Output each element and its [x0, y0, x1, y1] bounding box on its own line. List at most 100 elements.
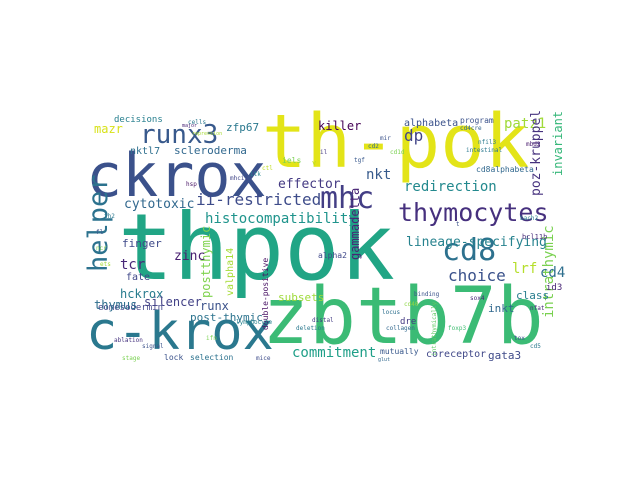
word-ckrox: ckrox: [86, 141, 267, 211]
word-mhcii: mhcii: [230, 175, 249, 182]
word-silencer: silencer: [144, 295, 202, 309]
word-dre: dre: [400, 317, 417, 327]
word-valpha14: valpha14: [225, 247, 236, 296]
word-ifn: ifn: [206, 335, 217, 342]
word-bcl11b: bcl11b: [522, 233, 548, 241]
word-th-pok: th-pok: [262, 99, 530, 185]
word-redirection: redirection: [404, 179, 497, 195]
word-mbd2: mbd2: [526, 141, 541, 148]
word-ablation: ablation: [114, 337, 143, 344]
word-runx: runx: [200, 299, 229, 313]
word-ncr: ncr: [96, 245, 107, 252]
word-ctl: ctl: [262, 165, 273, 172]
word-binding: binding: [414, 291, 440, 298]
word-t: t: [456, 221, 460, 228]
word-distal: distal: [312, 317, 334, 324]
word-program: program: [460, 116, 494, 125]
word-subsets: subsets: [278, 291, 325, 304]
word-hsp: hsp: [186, 181, 197, 188]
word-lrf: lrf: [512, 261, 538, 277]
word-tgf: tgf: [354, 157, 365, 164]
word-bach2: bach2: [520, 215, 539, 222]
word-mir: mir: [380, 135, 391, 142]
word-effector: effector: [278, 177, 341, 192]
word-coreceptor: coreceptor: [426, 349, 487, 360]
word-lock: lock: [164, 353, 184, 362]
word-poz-kruppel: poz-kruppel: [529, 109, 544, 196]
word-commitment: commitment: [292, 345, 377, 361]
word-cd1d: cd1d: [390, 149, 405, 156]
word-thymus: thymus: [94, 298, 138, 312]
word-id3: id3: [546, 283, 563, 293]
word-eomesodermin: eomesodermin: [98, 303, 164, 313]
word-patz1: patz1: [504, 116, 547, 132]
word-cells: cells: [188, 119, 207, 126]
word-killer: killer: [318, 119, 362, 133]
word-runx3: runx3: [140, 120, 219, 150]
word-nkt: nkt: [366, 167, 392, 183]
word-glut: glut: [378, 357, 391, 363]
word-finger: finger: [122, 237, 162, 250]
word-cytotoxic: cytotoxic: [124, 197, 195, 212]
word-iels: iels: [282, 156, 302, 165]
word-thpok: thpok: [118, 194, 395, 301]
word-tox: tox: [514, 335, 525, 342]
word-ets: ets: [100, 261, 111, 268]
word-cd8: cd8: [442, 233, 497, 268]
word-cd8alphabeta: cd8alphabeta: [476, 165, 534, 174]
word-gammadelta: gammadelta: [348, 187, 362, 260]
word-class: class: [516, 289, 550, 302]
word-major: major: [182, 123, 198, 129]
word-zbtb7b: zbtb7b: [262, 272, 544, 362]
word-dp: dp: [404, 126, 424, 145]
word-itk: itk: [250, 171, 261, 178]
word-scleroderma: scleroderma: [174, 144, 247, 157]
word-lymphocyte: lymphocyte: [236, 319, 273, 326]
word-intestinal: intestinal: [466, 147, 503, 154]
word-mazr: mazr: [94, 122, 123, 136]
word-il: il: [320, 149, 328, 156]
word-histocompatibility: histocompatibility: [205, 211, 357, 227]
word-hckrox: hckrox: [120, 287, 164, 301]
word-mice: mice: [256, 355, 271, 362]
word-sox4: sox4: [470, 295, 485, 302]
word-lineage-specifying: lineage-specifying: [406, 235, 547, 250]
word-locus: locus: [382, 309, 401, 316]
word-tcr: tcr: [120, 257, 146, 273]
word-cd5: cd5: [530, 343, 541, 350]
word-v: v: [312, 159, 317, 167]
word-fl: fl: [96, 229, 104, 236]
word-zinc: zinc: [174, 249, 206, 264]
word-selection: selection: [190, 353, 234, 362]
word-stage: stage: [122, 355, 141, 362]
word-repression: repression: [192, 131, 223, 137]
word-gata3: gata3: [488, 349, 522, 362]
word-fate: fate: [126, 272, 151, 283]
word-cd2: cd2: [368, 143, 379, 150]
word-cd40: cd40: [404, 301, 419, 308]
word-choice: choice: [448, 266, 506, 285]
word-post-thymic: post-thymic: [190, 311, 263, 324]
word-foxp3: foxp3: [448, 325, 467, 332]
word-mutually: mutually: [380, 347, 419, 356]
word-nktl7: nktl7: [130, 146, 161, 157]
word-thymocytes: thymocytes: [398, 198, 549, 227]
word-th2: th2: [104, 213, 115, 220]
word-helper: helper: [83, 174, 114, 272]
word-decisions: decisions: [114, 115, 163, 125]
word-ii-restricted: ii-restricted: [196, 190, 322, 209]
word-alphabeta: alphabeta: [404, 118, 459, 129]
word-alpha2: alpha2: [318, 251, 347, 260]
word-c-krox: c-krox: [86, 302, 274, 362]
word-mhc: mhc: [320, 181, 375, 216]
word-inkt: inkt: [488, 302, 515, 315]
word-cd4cre: cd4cre: [460, 125, 482, 132]
word-nfil3: nfil3: [478, 139, 497, 146]
word-signal: signal: [142, 343, 164, 350]
word-zfp67: zfp67: [226, 121, 260, 134]
word-cd4: cd4: [540, 265, 566, 281]
word-intrathymically: intrathymically: [431, 301, 438, 356]
word-invariant: invariant: [551, 110, 565, 176]
word-nfat: nfat: [530, 305, 545, 312]
